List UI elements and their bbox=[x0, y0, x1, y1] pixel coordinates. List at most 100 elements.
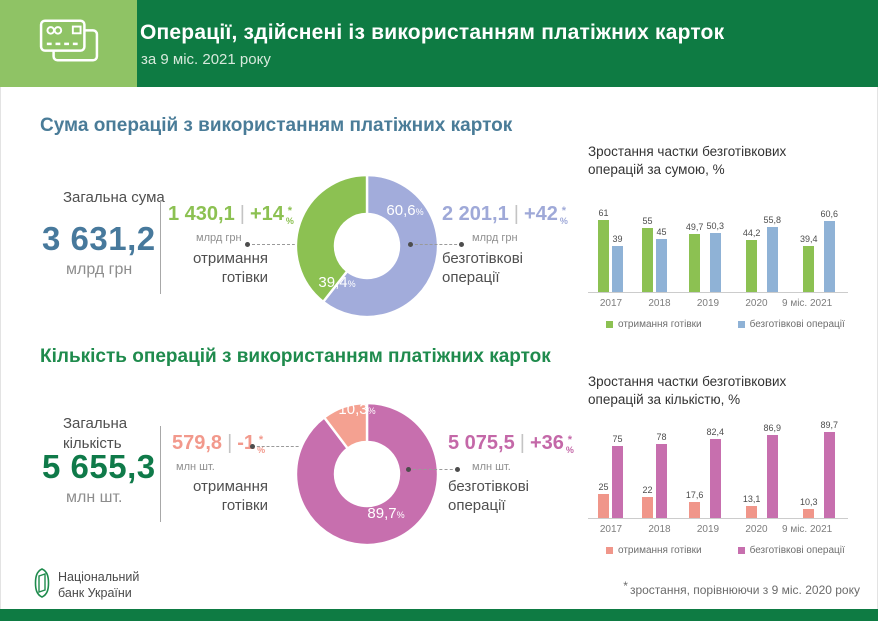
bar-column: 10,3 bbox=[800, 497, 817, 519]
connector-line bbox=[250, 444, 318, 449]
bar-column: 61 bbox=[598, 208, 609, 293]
bar-value-label: 39,4 bbox=[799, 233, 818, 244]
x-axis-labels: 2017 2018 2019 2020 9 міс. 2021 bbox=[588, 524, 832, 536]
bar-column: 44,2 bbox=[742, 228, 761, 293]
bar-value-label: 50,3 bbox=[706, 221, 724, 232]
bar bbox=[689, 233, 701, 293]
donut-segment bbox=[321, 173, 440, 319]
bar bbox=[823, 220, 835, 293]
section-sum-heading: Сума операцій з використанням платіжних … bbox=[40, 115, 513, 136]
bar-column: 78 bbox=[655, 431, 667, 519]
donut-label-cash-sum: 39,4% bbox=[318, 274, 356, 291]
asterisk-mark: * bbox=[287, 205, 293, 217]
bar-column: 55 bbox=[641, 216, 653, 293]
page-title: Операції, здійснені із використанням пла… bbox=[140, 21, 725, 44]
bar-column: 86,9 bbox=[763, 423, 781, 519]
asterisk-mark: * bbox=[258, 434, 264, 446]
bar-value-label: 61 bbox=[598, 208, 609, 219]
x-tick-label: 2020 bbox=[745, 298, 768, 310]
bar-value-label: 60,6 bbox=[820, 208, 838, 219]
bar-group: 10,3 89,7 bbox=[800, 420, 838, 519]
header: Операції, здійснені із використанням пла… bbox=[0, 0, 878, 87]
bar-value-label: 78 bbox=[656, 431, 667, 442]
stat-separator: | bbox=[239, 203, 245, 225]
bar bbox=[598, 494, 609, 519]
percent-sign: % bbox=[559, 216, 568, 226]
bar bbox=[598, 220, 609, 293]
donut-label-cash-count: 10,3% bbox=[338, 401, 376, 418]
footnote: * зростання, порівнюючи з 9 міс. 2020 рок… bbox=[623, 579, 860, 597]
bar-value-label: 45 bbox=[656, 227, 667, 238]
bar bbox=[746, 240, 758, 293]
legend: отримання готівки безготівкові операції bbox=[606, 545, 845, 556]
legend-item: безготівкові операції bbox=[737, 545, 845, 556]
total-sum-label: Загальна сума bbox=[63, 189, 165, 206]
percent-sign: % bbox=[257, 445, 266, 455]
bar-plot: 25 75 22 78 17,6 82,4 13,1 86,9 10,3 89,7 bbox=[588, 418, 848, 520]
page-subtitle: за 9 міс. 2021 року bbox=[141, 51, 271, 68]
cashless-count-stat: 5 075,5 | +36 *% bbox=[448, 432, 574, 461]
bar-value-label: 22 bbox=[642, 485, 653, 496]
bar-column: 22 bbox=[641, 485, 653, 519]
donut-segment bbox=[294, 401, 440, 547]
donut-label-cashless-sum: 60,6% bbox=[386, 202, 424, 219]
bar-group: 22 78 bbox=[641, 431, 667, 519]
bar-group: 13,1 86,9 bbox=[743, 423, 781, 519]
bar-chart-title: Зростання частки безготівкових операцій … bbox=[588, 374, 787, 408]
bar-group: 61 39 bbox=[598, 208, 623, 293]
section-count-heading: Кількість операцій з використанням платі… bbox=[40, 346, 551, 367]
bar-column: 55,8 bbox=[763, 215, 781, 293]
bar bbox=[655, 443, 667, 519]
bar bbox=[641, 497, 653, 519]
nbu-logo-icon bbox=[32, 567, 52, 604]
total-count-label: Загальна кількість bbox=[63, 415, 128, 452]
cashless-sum-stat: 2 201,1 | +42 *% bbox=[442, 203, 568, 232]
legend-swatch-icon bbox=[737, 321, 745, 329]
brand-name: Національний банк України bbox=[58, 570, 140, 601]
divider bbox=[160, 426, 161, 522]
cashless-sum-change: +42 bbox=[523, 203, 558, 225]
donut-label-cashless-count: 89,7% bbox=[367, 505, 405, 522]
cash-sum-stat: 1 430,1 | +14 *% bbox=[168, 203, 294, 232]
header-icon-block bbox=[0, 0, 137, 87]
cashless-count-change: +36 bbox=[529, 432, 564, 454]
bar-column: 17,6 bbox=[685, 489, 704, 519]
bar-plot: 61 39 55 45 49,7 50,3 44,2 55,8 39,4 60,6 bbox=[588, 188, 848, 294]
payment-cards-icon bbox=[37, 15, 101, 72]
bar-group: 17,6 82,4 bbox=[685, 427, 724, 519]
asterisk-mark: * bbox=[623, 579, 628, 593]
x-tick-label: 2019 bbox=[696, 298, 720, 310]
divider bbox=[160, 200, 161, 294]
donut-chart-count: 10,3% 89,7% bbox=[287, 394, 447, 554]
donut-segment bbox=[322, 401, 369, 451]
cashless-count-value: 5 075,5 bbox=[448, 432, 515, 454]
legend-label: безготівкові операції bbox=[749, 319, 845, 331]
legend-item: безготівкові операції bbox=[737, 319, 845, 331]
bar-value-label: 17,6 bbox=[685, 489, 704, 500]
bar-column: 89,7 bbox=[820, 420, 838, 519]
total-sum-unit: млрд грн bbox=[66, 261, 133, 278]
legend-swatch-icon bbox=[606, 321, 613, 329]
bar-value-label: 89,7 bbox=[820, 420, 838, 431]
x-axis-labels: 2017 2018 2019 2020 9 міс. 2021 bbox=[588, 298, 833, 310]
bar bbox=[766, 435, 778, 519]
bar-column: 13,1 bbox=[743, 494, 760, 519]
bar-column: 49,7 bbox=[685, 221, 704, 293]
x-tick-label: 2020 bbox=[745, 524, 768, 536]
cash-sum-unit: млрд грн bbox=[196, 232, 242, 244]
bar-column: 60,6 bbox=[820, 209, 838, 293]
bar bbox=[803, 508, 815, 519]
bar-value-label: 44,2 bbox=[742, 228, 761, 239]
bar-column: 25 bbox=[598, 482, 609, 519]
total-sum-value: 3 631,2 bbox=[42, 220, 156, 257]
bar-column: 45 bbox=[655, 227, 667, 293]
bar-value-label: 86,9 bbox=[763, 423, 781, 434]
legend-label: отримання готівки bbox=[618, 319, 702, 331]
bar bbox=[803, 245, 815, 293]
asterisk-mark: * bbox=[561, 205, 567, 217]
bar-chart-title: Зростання частки безготівкових операцій … bbox=[588, 144, 787, 178]
x-tick-label: 9 міс. 2021 bbox=[782, 298, 833, 310]
bar-value-label: 49,7 bbox=[685, 221, 704, 232]
legend: отримання готівки безготівкові операції bbox=[606, 319, 845, 331]
